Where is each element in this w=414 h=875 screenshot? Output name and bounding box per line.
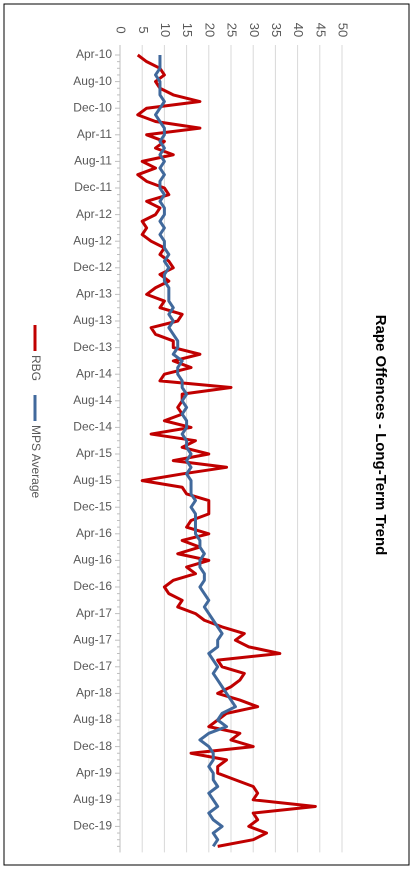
x-tick-label: Dec-18 [73, 739, 112, 753]
x-tick-label: Aug-11 [74, 154, 112, 168]
y-tick-label: 5 [136, 26, 151, 33]
x-tick-label: Aug-13 [73, 313, 112, 327]
x-tick-label: Aug-17 [73, 632, 112, 646]
x-tick-label: Apr-10 [76, 47, 112, 61]
rotated-chart: Rape Offences - Long-Term Trend 0 5 10 15 20… [29, 23, 389, 853]
chart-title: Rape Offences - Long-Term Trend [372, 315, 389, 556]
x-tick-label: Aug-19 [73, 792, 112, 806]
y-tick-label: 20 [202, 23, 217, 37]
x-tick-label: Apr-16 [76, 526, 112, 540]
x-tick-label: Dec-13 [73, 340, 112, 354]
x-tick-label: Dec-15 [73, 499, 112, 513]
x-tick-label: Apr-17 [76, 606, 112, 620]
x-tick-label: Aug-18 [73, 712, 112, 726]
x-tick-label: Dec-16 [73, 579, 112, 593]
x-tick-label: Aug-10 [73, 74, 112, 88]
x-tick-label: Dec-11 [74, 180, 112, 194]
y-tick-label: 15 [180, 23, 195, 37]
x-tick-label: Dec-14 [73, 420, 112, 434]
x-tick-label: Dec-12 [73, 260, 112, 274]
y-tick-label: 50 [336, 23, 351, 37]
y-tick-label: 25 [225, 23, 240, 37]
x-tick-label: Aug-15 [73, 473, 112, 487]
x-tick-label: Aug-12 [73, 233, 112, 247]
x-tick-label: Apr-18 [76, 686, 112, 700]
y-tick-label: 40 [291, 23, 306, 37]
legend-label: RBG [29, 355, 43, 381]
x-tick-label: Apr-19 [76, 765, 112, 779]
x-tick-label: Aug-14 [73, 393, 112, 407]
y-tick-label: 35 [269, 23, 284, 37]
x-tick-label: Apr-12 [76, 207, 112, 221]
y-tick-label: 30 [247, 23, 262, 37]
legend-label: MPS Average [29, 425, 43, 498]
x-tick-label: Aug-16 [73, 553, 112, 567]
x-tick-label: Apr-11 [77, 127, 112, 141]
y-tick-label: 45 [313, 23, 328, 37]
x-tick-label: Dec-19 [73, 819, 112, 833]
x-tick-label: Apr-15 [76, 446, 112, 460]
x-tick-label: Apr-13 [76, 287, 112, 301]
y-tick-label: 0 [114, 26, 129, 33]
x-tick-label: Dec-17 [73, 659, 112, 673]
x-tick-label: Dec-10 [73, 100, 112, 114]
y-tick-label: 10 [158, 23, 173, 37]
series-line [154, 55, 237, 848]
x-tick-label: Apr-14 [76, 366, 112, 380]
